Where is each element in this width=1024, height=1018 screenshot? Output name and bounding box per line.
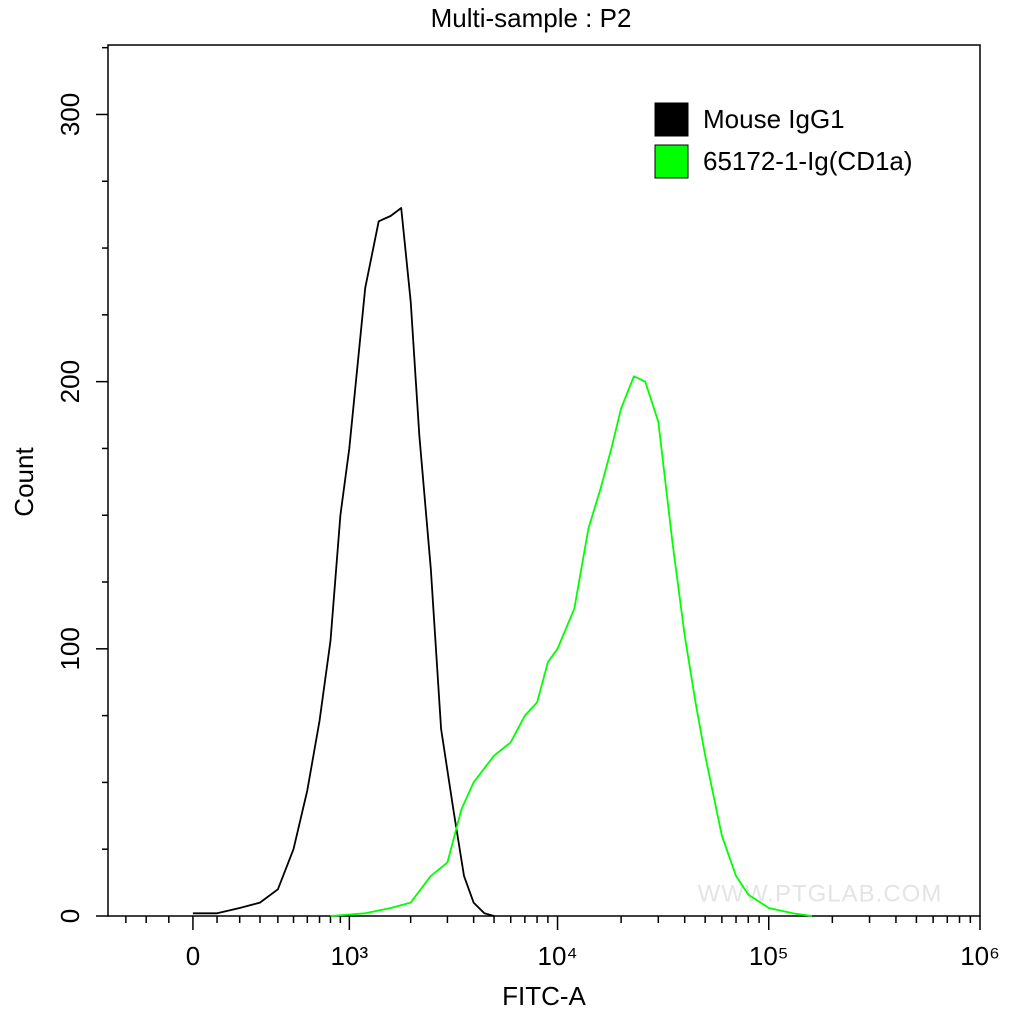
chart-title: Multi-sample : P2 <box>431 3 632 33</box>
x-axis-label: FITC-A <box>502 981 586 1011</box>
histogram-line <box>192 207 495 917</box>
x-tick-label: 10⁴ <box>537 941 577 971</box>
x-tick-label: 10³ <box>331 941 369 971</box>
legend-label: Mouse IgG1 <box>703 104 845 134</box>
y-axis-label: Count <box>9 447 39 517</box>
y-tick-label: 100 <box>55 627 85 670</box>
plot-frame <box>107 44 981 917</box>
y-tick-label: 300 <box>55 93 85 136</box>
x-tick-label: 10⁶ <box>960 941 1000 971</box>
x-tick-label: 0 <box>186 941 200 971</box>
legend-swatch <box>654 102 689 137</box>
x-tick-label: 10⁵ <box>749 941 789 971</box>
y-tick-label: 0 <box>55 909 85 923</box>
legend-label: 65172-1-Ig(CD1a) <box>703 146 913 176</box>
watermark: WWW.PTGLAB.COM <box>698 880 943 907</box>
histogram-line <box>330 375 813 917</box>
legend-swatch <box>654 144 689 179</box>
y-tick-label: 200 <box>55 360 85 403</box>
